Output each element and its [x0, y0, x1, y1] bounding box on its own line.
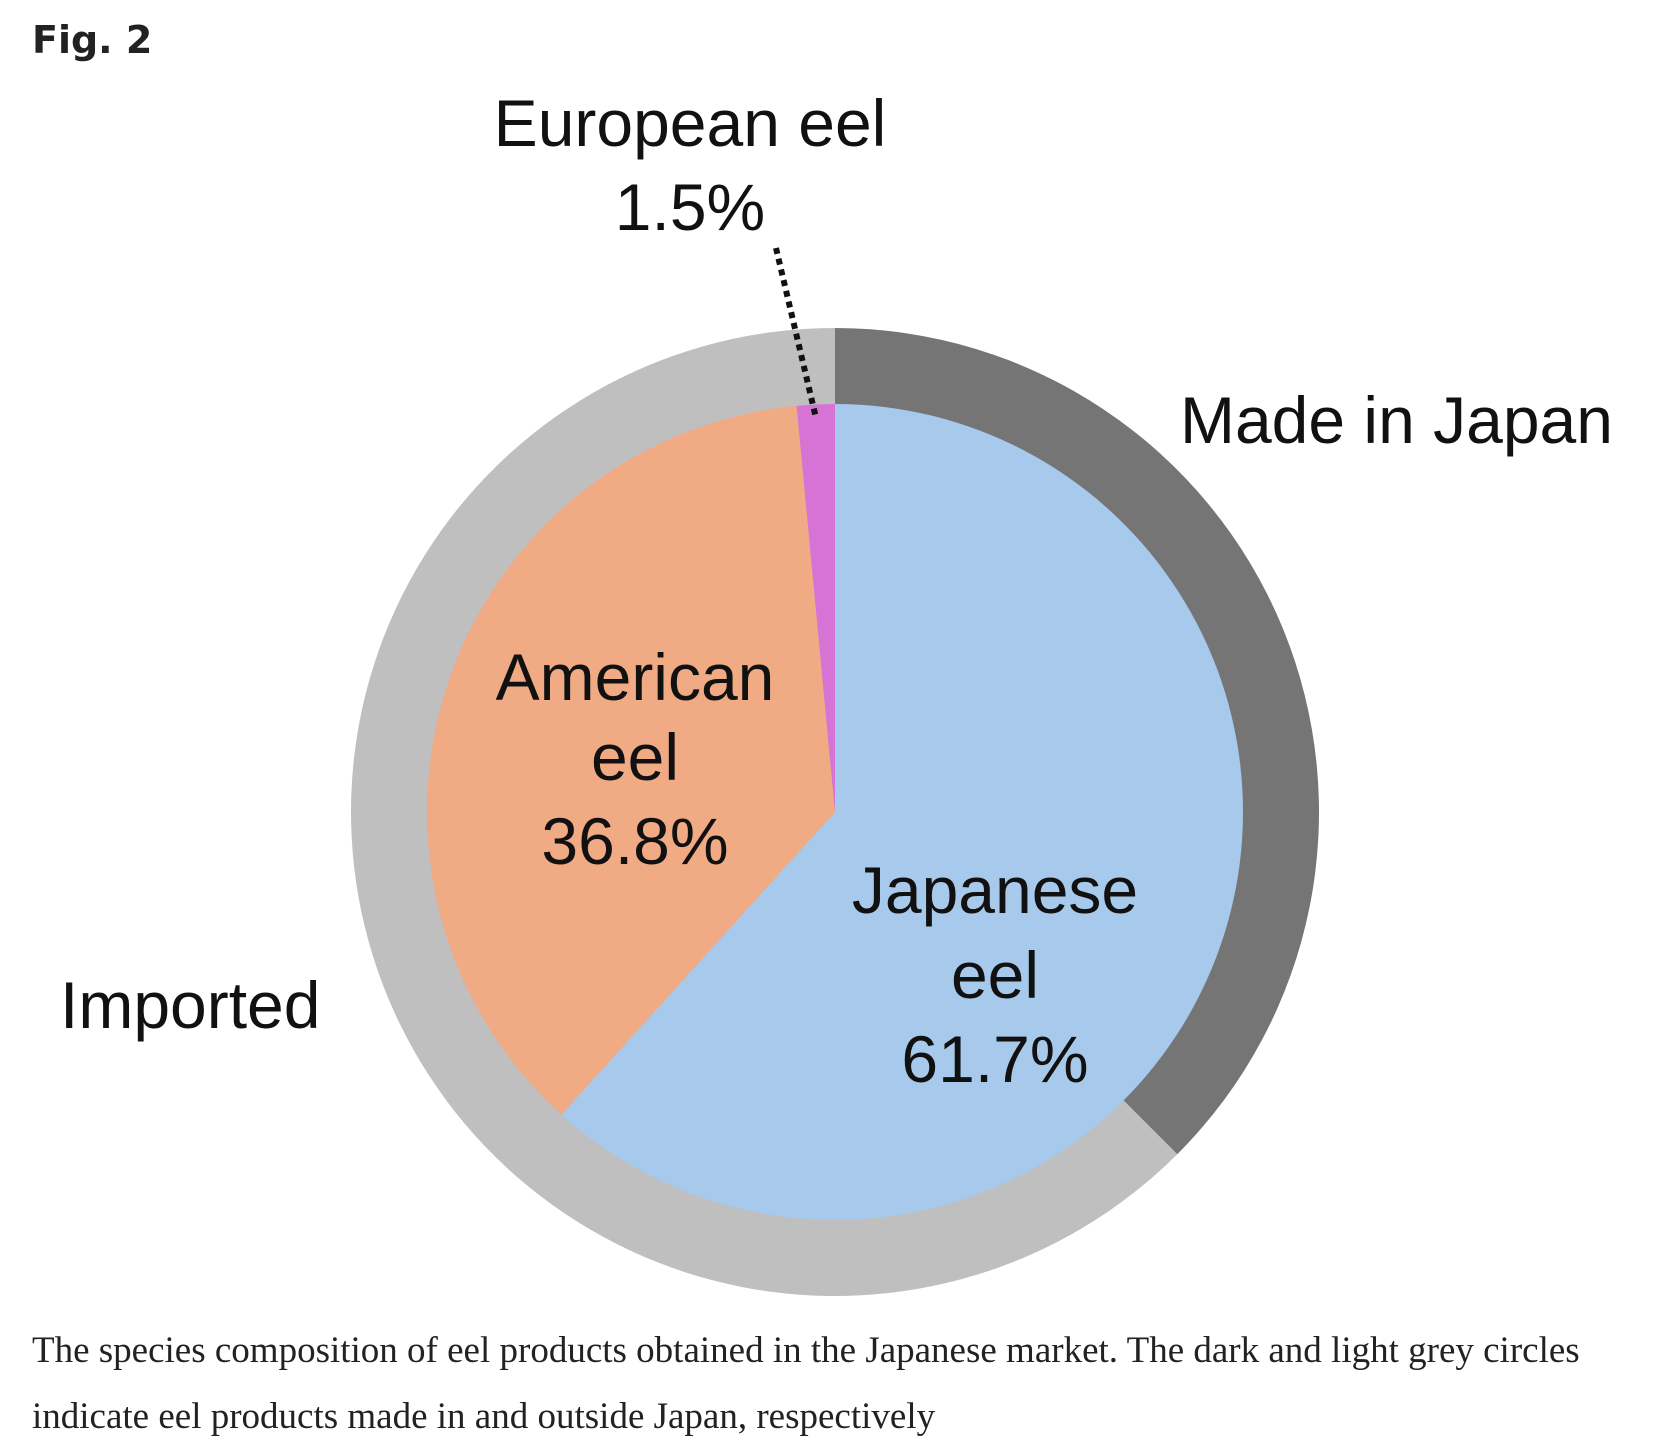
made-in-japan-label: Made in Japan [1180, 383, 1613, 457]
european-eel-value-label: 1.5% [615, 170, 765, 244]
figure-label: Fig. 2 [32, 18, 153, 62]
japanese-eel-label-line2: eel [951, 938, 1039, 1012]
pie-slice-japanese-eel [561, 404, 1244, 1221]
japanese-eel-value-label: 61.7% [901, 1022, 1088, 1096]
eel-species-donut-chart: European eel 1.5% Made in Japan Imported… [60, 86, 1613, 1297]
imported-label: Imported [60, 968, 320, 1042]
japanese-eel-label-line1: Japanese [852, 853, 1138, 927]
european-eel-leader-line [773, 247, 819, 419]
pie-slice-european-eel [796, 404, 835, 812]
figure-caption: The species composition of eel products … [32, 1330, 1580, 1437]
european-eel-label: European eel [494, 86, 887, 160]
american-eel-value-label: 36.8% [541, 804, 728, 878]
american-eel-label-line2: eel [591, 720, 679, 794]
american-eel-label-line1: American [496, 640, 775, 714]
species-pie [426, 404, 1244, 1221]
pie-slice-american-eel [426, 405, 835, 1115]
